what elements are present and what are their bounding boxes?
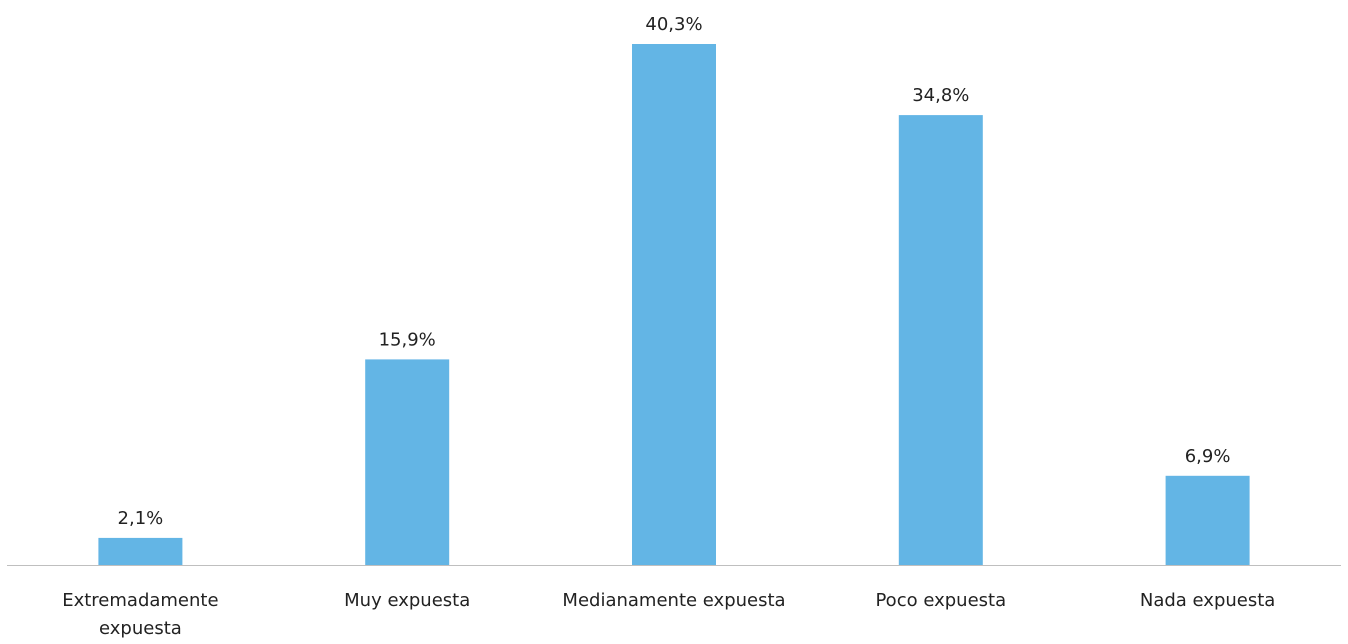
category-label-1: Extremadamente expuesta: [62, 590, 218, 639]
category-labels-group: Extremadamente expuesta Muy expuesta Median…: [62, 590, 1275, 639]
value-label-2: 15,9%: [379, 329, 436, 350]
bars-group: [98, 44, 1250, 565]
category-label-line: Extremadamente: [62, 590, 218, 611]
value-label-4: 34,8%: [912, 85, 969, 106]
value-label-3: 40,3%: [645, 14, 702, 35]
category-label-4: Poco expuesta: [875, 590, 1006, 611]
bar-3: [632, 44, 716, 565]
category-label-line: Nada expuesta: [1140, 590, 1275, 611]
bar-4: [898, 115, 983, 565]
bar-2: [365, 359, 450, 565]
bar-1: [98, 537, 183, 565]
category-label-line: Medianamente expuesta: [562, 590, 785, 611]
value-label-5: 6,9%: [1185, 446, 1231, 467]
category-label-line: expuesta: [99, 618, 182, 639]
category-label-3: Medianamente expuesta: [562, 590, 785, 611]
value-labels-group: 2,1% 15,9% 40,3% 34,8% 6,9%: [118, 14, 1231, 529]
category-label-5: Nada expuesta: [1140, 590, 1275, 611]
category-label-2: Muy expuesta: [344, 590, 470, 611]
bar-5: [1165, 475, 1250, 565]
category-label-line: Poco expuesta: [875, 590, 1006, 611]
category-label-line: Muy expuesta: [344, 590, 470, 611]
value-label-1: 2,1%: [118, 508, 164, 529]
